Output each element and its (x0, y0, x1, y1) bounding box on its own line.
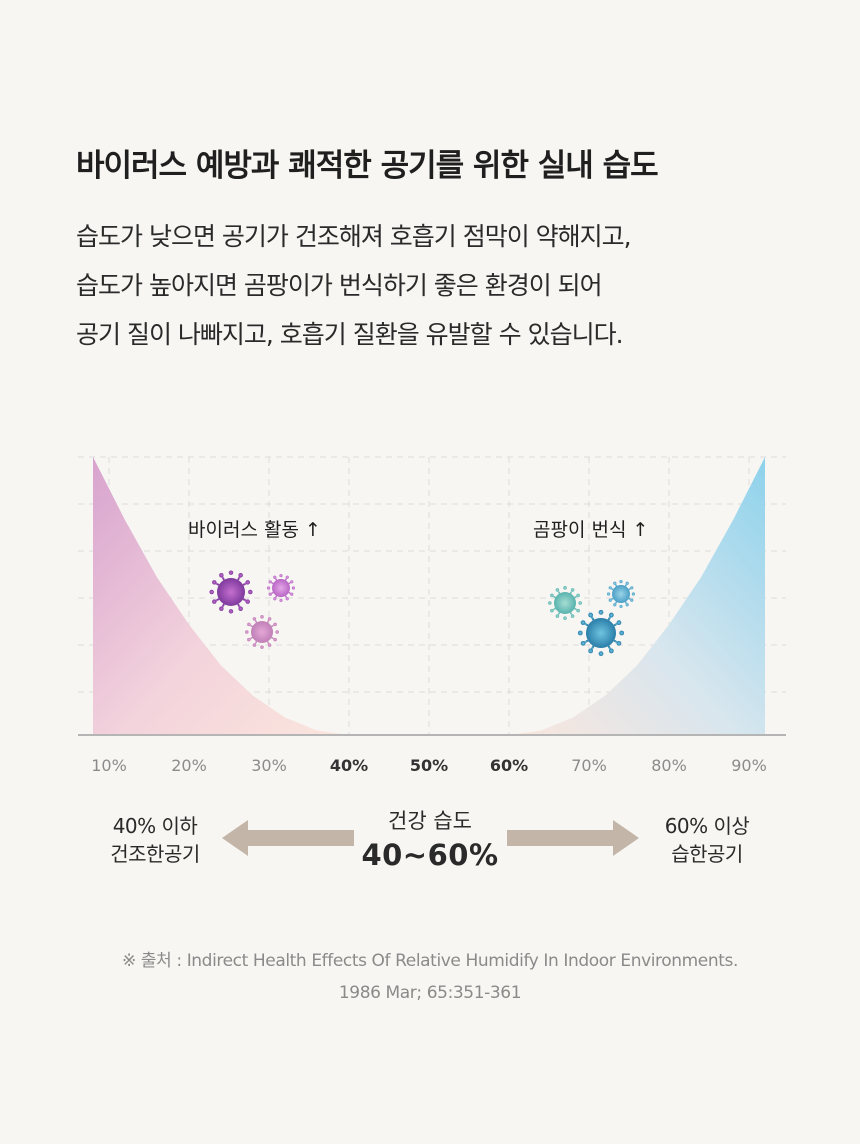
low-humidity-label: 40% 이하 건조한공기 (95, 812, 215, 868)
virus-icon (266, 573, 296, 603)
description-line: 습도가 높아지면 곰팡이가 번식하기 좋은 환경이 되어 (76, 271, 603, 300)
mold-spore-icon (577, 609, 625, 657)
virus-icon (209, 570, 253, 614)
virus-icon-group (209, 570, 296, 649)
description: 습도가 낮으면 공기가 건조해져 호흡기 점막이 약해지고, 습도가 높아지면 … (76, 212, 632, 359)
low-humidity-range: 40% 이하 (112, 814, 198, 838)
high-humidity-label: 60% 이상 습한공기 (647, 812, 767, 868)
high-humidity-range: 60% 이상 (664, 814, 750, 838)
virus-area (93, 457, 349, 735)
x-tick-label: 50% (410, 756, 448, 775)
description-line: 공기 질이 나빠지고, 호흡기 질환을 유발할 수 있습니다. (76, 320, 624, 349)
x-tick-label: 60% (490, 756, 528, 775)
source-citation: ※ 출처 : Indirect Health Effects Of Relati… (0, 945, 860, 1009)
page-title: 바이러스 예방과 쾌적한 공기를 위한 실내 습도 (76, 148, 659, 184)
x-tick-label: 10% (91, 756, 127, 775)
x-tick-label: 40% (330, 756, 368, 775)
high-humidity-desc: 습한공기 (671, 842, 743, 866)
healthy-humidity-label: 건강 습도 40~60% (330, 806, 530, 874)
mold-spore-icon (606, 579, 636, 609)
healthy-humidity-caption: 건강 습도 (388, 809, 472, 833)
source-line: 1986 Mar; 65:351-361 (338, 983, 522, 1003)
x-tick-label: 90% (731, 756, 767, 775)
x-tick-label: 30% (251, 756, 287, 775)
virus-zone-label: 바이러스 활동 ↑ (188, 519, 321, 541)
x-tick-label: 70% (571, 756, 607, 775)
x-axis-ticks: 10% 20% 30% 40% 50% 60% 70% 80% 90% (91, 756, 767, 775)
humidity-chart: 바이러스 활동 ↑ 곰팡이 번식 ↑ 10% 20% 30% 40% 50% 60% 70%… (78, 456, 786, 775)
mold-area (509, 457, 765, 735)
source-line: ※ 출처 : Indirect Health Effects Of Relati… (122, 951, 738, 971)
description-line: 습도가 낮으면 공기가 건조해져 호흡기 점막이 약해지고, (76, 222, 632, 251)
mold-zone-label: 곰팡이 번식 ↑ (533, 519, 648, 541)
low-humidity-desc: 건조한공기 (110, 842, 200, 866)
virus-icon (245, 615, 279, 649)
mold-spore-icon (548, 586, 582, 620)
arrow-right-icon (507, 820, 639, 856)
x-tick-label: 20% (171, 756, 207, 775)
mold-icon-group (548, 579, 636, 657)
x-tick-label: 80% (651, 756, 687, 775)
arrow-left-icon (222, 820, 354, 856)
healthy-humidity-range: 40~60% (361, 838, 499, 872)
